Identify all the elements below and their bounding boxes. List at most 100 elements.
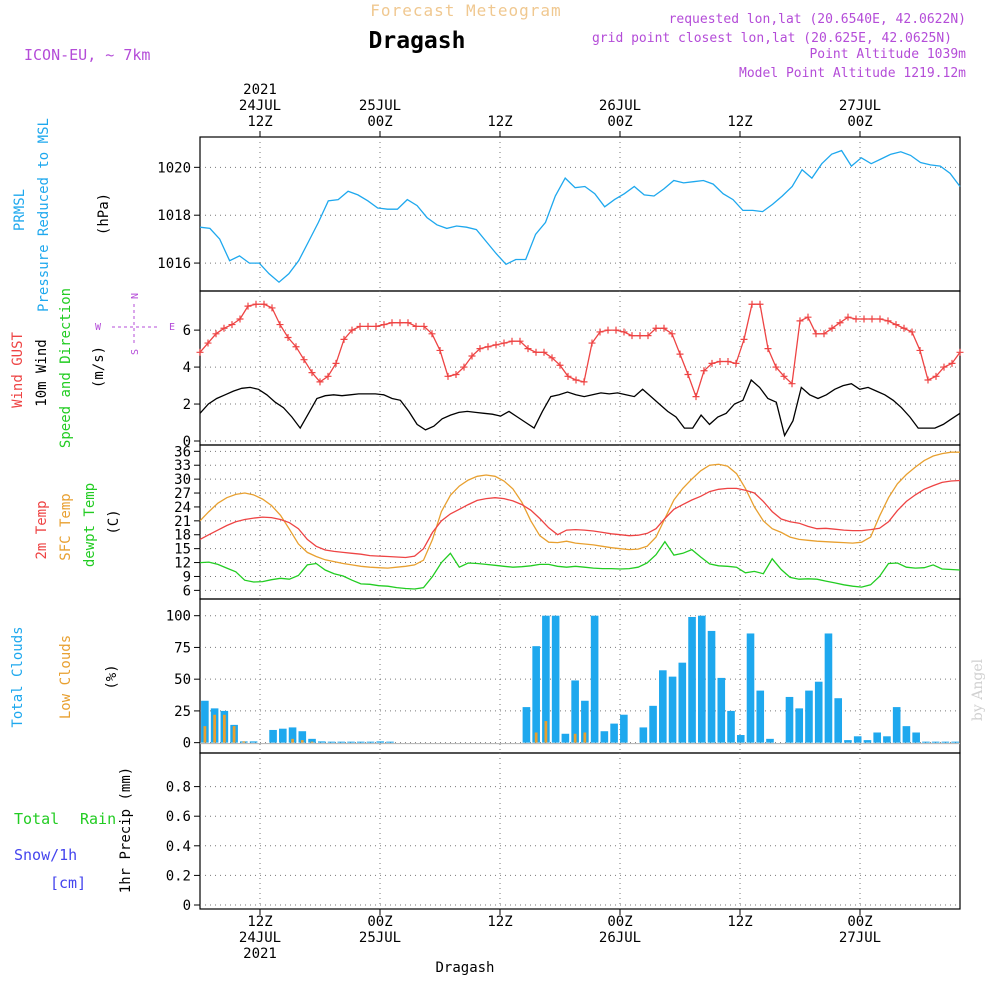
gust-marker — [340, 335, 348, 343]
gust-marker — [300, 356, 308, 364]
gust-marker — [916, 346, 924, 354]
pressure-panel — [199, 136, 961, 292]
info-line-1: requested lon,lat (20.6540E, 42.0622N) — [669, 12, 966, 27]
compass-e: E — [169, 322, 175, 333]
low-cloud-bar — [213, 714, 216, 743]
ytick-label-precipitation: 0.4 — [166, 839, 191, 855]
gust-marker — [932, 372, 940, 380]
total-cloud-bar — [717, 677, 726, 743]
gust-marker — [436, 346, 444, 354]
bottom-time-label: 27JUL — [839, 930, 881, 946]
total-cloud-bar — [532, 646, 540, 743]
total-cloud-bar — [610, 723, 618, 743]
top-time-label: 2021 — [243, 82, 277, 98]
total-cloud-bar — [805, 690, 813, 743]
dewpoint-line — [199, 540, 961, 590]
compass-n: N — [130, 293, 141, 299]
ytick-label-temperature: 27 — [174, 486, 191, 502]
gust-marker — [708, 359, 716, 367]
ytick-label-precipitation: 0 — [183, 898, 191, 914]
gust-marker — [828, 324, 836, 332]
total-cloud-bar — [814, 681, 823, 743]
wind-panel — [199, 290, 961, 446]
low-cloud-bar — [573, 733, 577, 743]
wind-axis-labels: Wind GUST 10m Wind Speed and Direction (… — [10, 288, 107, 448]
clouds-unit: (%) — [104, 664, 120, 689]
gust-marker — [260, 300, 268, 308]
ytick-label-temperature: 24 — [174, 500, 191, 516]
chart-subtitle: Forecast Meteogram — [370, 1, 561, 20]
gust-marker — [844, 313, 852, 321]
total-cloud-bar — [892, 707, 901, 743]
total-cloud-bar — [327, 741, 336, 743]
total-cloud-bar — [697, 615, 706, 743]
pressure-line — [199, 149, 961, 284]
total-cloud-bar — [668, 676, 677, 743]
top-time-label: 24JUL — [239, 98, 281, 114]
total-cloud-bar — [308, 738, 316, 743]
total-cloud-bar — [922, 741, 930, 743]
precip-panel — [199, 752, 961, 910]
gust-marker — [908, 328, 916, 336]
ytick-label-wind: 4 — [183, 360, 191, 376]
total-cloud-bar — [356, 741, 365, 743]
total-cloud-bar — [386, 741, 394, 743]
temp-panel — [199, 444, 961, 600]
total-cloud-bar — [639, 727, 648, 743]
total-cloud-bar — [298, 731, 307, 743]
temp-unit: (C) — [106, 509, 122, 534]
gust-marker — [804, 313, 812, 321]
total-cloud-bar — [600, 731, 609, 743]
gust-marker — [412, 322, 420, 330]
gust-marker — [292, 343, 300, 351]
bottom-time-label: 00Z — [607, 914, 632, 930]
top-time-label: 00Z — [847, 114, 872, 130]
gust-marker — [348, 326, 356, 334]
gust-marker — [516, 337, 524, 345]
bottom-time-label: 12Z — [487, 914, 512, 930]
total-clouds-label: Total Clouds — [10, 626, 26, 727]
gust-marker — [788, 380, 796, 388]
gust-marker — [452, 370, 460, 378]
gust-marker — [396, 319, 404, 327]
gust-marker — [876, 315, 884, 323]
gust-marker — [636, 332, 644, 340]
gust-marker — [332, 359, 340, 367]
gust-marker — [660, 324, 668, 332]
gust-marker — [548, 354, 556, 362]
total-cloud-bar — [337, 741, 346, 743]
gust-marker — [444, 372, 452, 380]
gust-marker — [612, 326, 620, 334]
total-cloud-bar — [317, 741, 326, 743]
total-cloud-bar — [581, 700, 589, 743]
low-cloud-bar — [310, 741, 314, 743]
total-cloud-bar — [844, 740, 852, 743]
gust-marker — [484, 343, 492, 351]
low-cloud-bar — [291, 738, 294, 743]
total-cloud-bar — [279, 728, 287, 743]
gust-marker — [724, 358, 732, 366]
gust-marker — [500, 339, 508, 347]
ytick-label-wind: 2 — [183, 397, 191, 413]
gust-marker — [644, 332, 652, 340]
total-cloud-bar — [941, 741, 950, 743]
temp-sfc-label: SFC Temp — [58, 493, 74, 560]
gust-marker — [236, 315, 244, 323]
gust-marker — [836, 319, 844, 327]
gust-marker — [900, 324, 908, 332]
total-cloud-bar — [542, 615, 550, 743]
total-cloud-bar — [951, 741, 959, 743]
bottom-time-label: 12Z — [247, 914, 272, 930]
gust-marker — [468, 352, 476, 360]
gust-marker — [620, 328, 628, 336]
wind-unit: (m/s) — [91, 346, 107, 388]
gust-marker — [780, 372, 788, 380]
gust-marker — [460, 363, 468, 371]
bottom-time-label: 25JUL — [359, 930, 401, 946]
gust-marker — [532, 348, 540, 356]
model-label: ICON-EU, ~ 7km — [24, 46, 150, 64]
gust-marker — [524, 345, 532, 353]
gust-marker — [748, 300, 756, 308]
gust-marker — [540, 348, 548, 356]
pressure-label-2: Pressure Reduced to MSL — [36, 118, 52, 312]
